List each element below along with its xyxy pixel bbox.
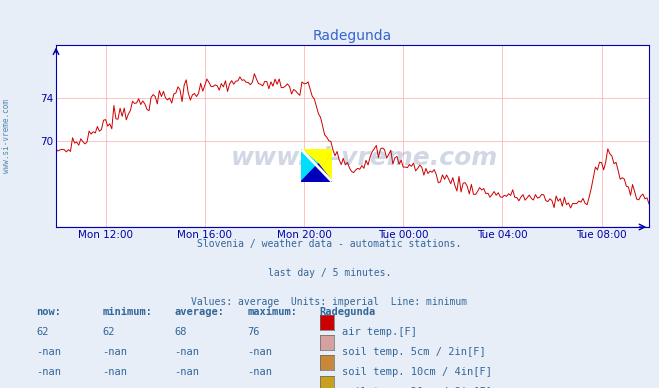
Text: www.si-vreme.com: www.si-vreme.com: [231, 146, 498, 170]
Text: -nan: -nan: [247, 347, 272, 357]
Text: -nan: -nan: [247, 387, 272, 388]
Text: minimum:: minimum:: [102, 307, 152, 317]
Text: Radegunda: Radegunda: [320, 307, 376, 317]
Text: -nan: -nan: [36, 387, 61, 388]
Text: -nan: -nan: [175, 347, 200, 357]
Text: now:: now:: [36, 307, 61, 317]
Text: 62: 62: [36, 327, 49, 337]
Text: 68: 68: [175, 327, 187, 337]
Text: www.si-vreme.com: www.si-vreme.com: [2, 99, 11, 173]
Title: Radegunda: Radegunda: [313, 29, 392, 43]
Text: maximum:: maximum:: [247, 307, 297, 317]
Polygon shape: [301, 149, 318, 182]
Text: soil temp. 5cm / 2in[F]: soil temp. 5cm / 2in[F]: [342, 347, 486, 357]
Text: last day / 5 minutes.: last day / 5 minutes.: [268, 268, 391, 278]
Text: soil temp. 10cm / 4in[F]: soil temp. 10cm / 4in[F]: [342, 367, 492, 377]
Text: 62: 62: [102, 327, 115, 337]
Text: -nan: -nan: [175, 367, 200, 377]
Text: -nan: -nan: [102, 387, 127, 388]
Text: -nan: -nan: [102, 367, 127, 377]
Text: -nan: -nan: [36, 367, 61, 377]
Text: -nan: -nan: [175, 387, 200, 388]
Text: -nan: -nan: [36, 347, 61, 357]
Text: Values: average  Units: imperial  Line: minimum: Values: average Units: imperial Line: mi…: [191, 297, 468, 307]
Polygon shape: [301, 149, 333, 182]
Text: 76: 76: [247, 327, 260, 337]
Text: -nan: -nan: [247, 367, 272, 377]
Text: -nan: -nan: [102, 347, 127, 357]
Text: soil temp. 20cm / 8in[F]: soil temp. 20cm / 8in[F]: [342, 387, 492, 388]
Text: Slovenia / weather data - automatic stations.: Slovenia / weather data - automatic stat…: [197, 239, 462, 249]
Text: average:: average:: [175, 307, 225, 317]
Text: air temp.[F]: air temp.[F]: [342, 327, 417, 337]
Polygon shape: [301, 164, 333, 182]
